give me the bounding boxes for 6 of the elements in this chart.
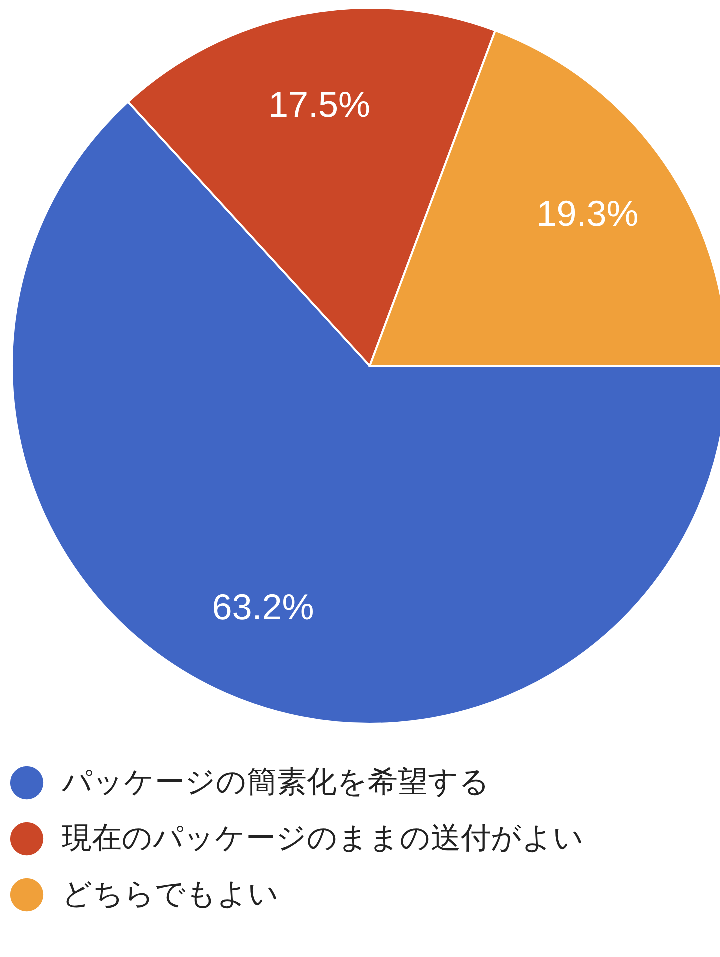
data-label: 17.5% xyxy=(268,84,371,125)
legend-label: 現在のパッケージのままの送付がよい xyxy=(62,821,584,856)
data-label: 19.3% xyxy=(536,192,639,234)
legend-label: パッケージの簡素化を希望する xyxy=(61,765,490,800)
data-label: 63.2% xyxy=(212,586,314,628)
legend-label: どちらでもよい xyxy=(62,877,279,912)
